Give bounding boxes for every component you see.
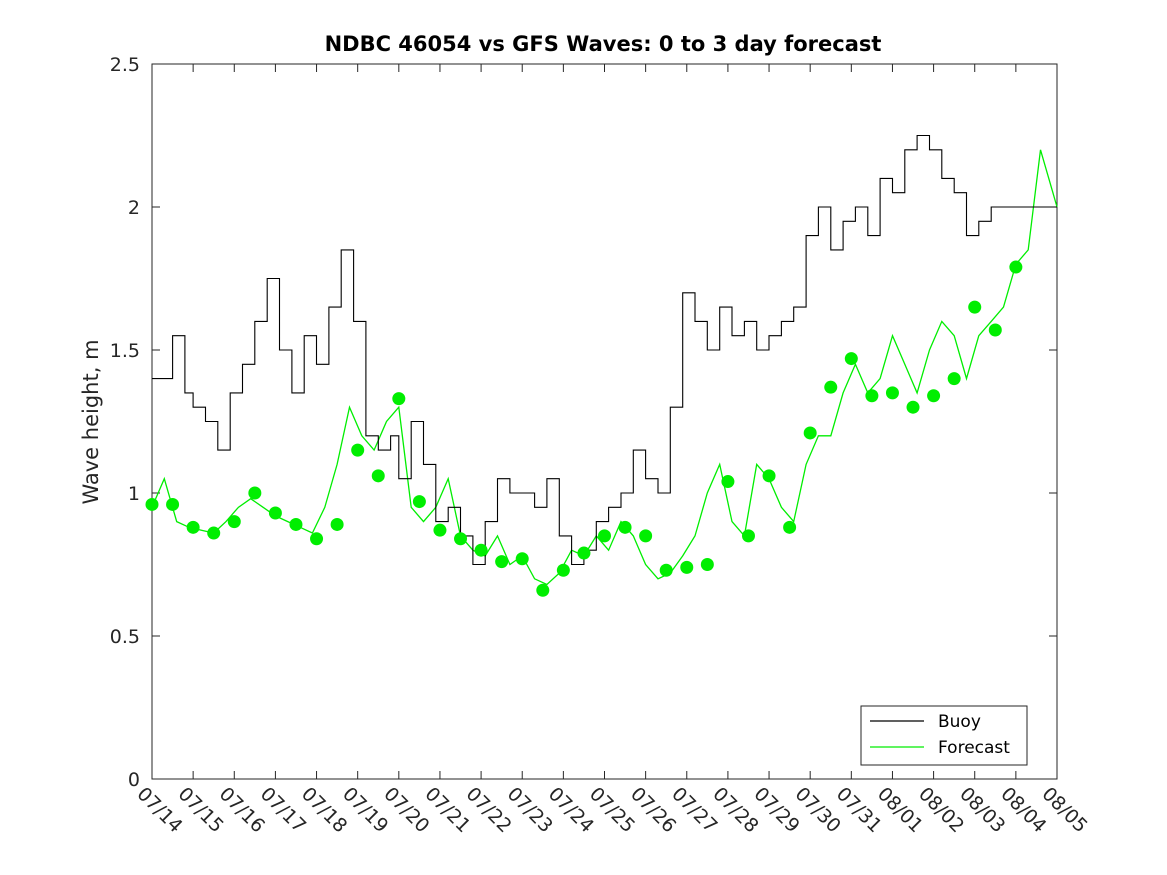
- forecast-marker-point: [268, 506, 282, 520]
- forecast-marker-point: [598, 529, 611, 543]
- x-tick-label: 08/03: [955, 783, 1009, 837]
- x-tick-label: 07/21: [420, 783, 474, 837]
- x-tick-label: 07/14: [132, 783, 186, 837]
- forecast-marker-point: [639, 529, 653, 543]
- legend-buoy-label: Buoy: [938, 712, 981, 732]
- forecast-marker-point: [186, 520, 200, 534]
- buoy-series-line: [152, 134, 1057, 566]
- x-tick-label: 07/28: [708, 783, 762, 837]
- x-tick-label: 07/19: [338, 783, 392, 837]
- forecast-marker-point: [1009, 260, 1023, 274]
- x-tick-label: 08/04: [996, 783, 1050, 837]
- forecast-marker-point: [556, 563, 570, 577]
- x-tick-label: 07/16: [215, 783, 269, 837]
- x-tick-label: 07/30: [791, 783, 845, 837]
- x-tick-label: 08/05: [1037, 783, 1091, 837]
- forecast-marker-point: [680, 560, 694, 574]
- forecast-marker-point: [844, 352, 858, 366]
- forecast-marker-point: [577, 546, 591, 560]
- x-tick-label: 08/02: [914, 783, 968, 837]
- forecast-series-line: [151, 149, 1058, 586]
- forecast-marker-point: [515, 552, 529, 566]
- forecast-marker-point: [495, 555, 509, 569]
- plot-area-frame: [151, 63, 1058, 780]
- x-tick-label: 07/25: [585, 783, 639, 837]
- forecast-marker-point: [227, 515, 241, 529]
- forecast-marker-point: [721, 475, 735, 489]
- forecast-marker-point: [988, 323, 1002, 337]
- y-tick-label: 1: [128, 483, 140, 505]
- forecast-marker-point: [968, 300, 982, 314]
- forecast-marker-point: [371, 469, 385, 483]
- forecast-marker-point: [947, 372, 961, 386]
- x-tick-label: 07/26: [626, 783, 680, 837]
- forecast-marker-point: [865, 389, 879, 403]
- x-tick-label: 07/24: [544, 783, 598, 837]
- x-tick-label: 07/22: [462, 783, 516, 837]
- forecast-marker-point: [700, 558, 714, 571]
- y-tick-label: 0: [128, 769, 140, 791]
- forecast-marker-point: [885, 386, 899, 400]
- y-axis-label: Wave height, m: [79, 339, 103, 504]
- forecast-marker-point: [145, 497, 159, 511]
- x-tick-label: 07/29: [750, 783, 804, 837]
- forecast-marker-point: [741, 529, 755, 543]
- forecast-marker-point: [351, 443, 365, 457]
- y-tick-label: 2.5: [110, 54, 140, 76]
- forecast-marker-point: [659, 563, 673, 577]
- forecast-marker-point: [207, 526, 221, 540]
- forecast-marker-point: [906, 400, 920, 414]
- x-tick-label: 07/18: [297, 783, 351, 837]
- x-tick-label: 08/01: [873, 783, 927, 837]
- forecast-marker-point: [166, 497, 180, 511]
- forecast-marker-point: [330, 517, 344, 531]
- legend-forecast-label: Forecast: [938, 738, 1010, 758]
- forecast-marker-point: [474, 543, 488, 557]
- forecast-marker-point: [824, 380, 838, 394]
- forecast-marker-point: [392, 392, 406, 406]
- x-tick-label: 07/23: [503, 783, 557, 837]
- x-tick-label: 07/31: [832, 783, 886, 837]
- forecast-marker-point: [454, 532, 468, 546]
- forecast-marker-point: [248, 486, 262, 500]
- forecast-marker-point: [433, 523, 447, 537]
- forecast-marker-point: [412, 495, 426, 509]
- forecast-marker-point: [762, 469, 776, 483]
- forecast-marker-point: [289, 517, 303, 531]
- x-tick-label: 07/17: [256, 783, 310, 837]
- forecast-marker-point: [927, 389, 941, 403]
- y-tick-label: 0.5: [110, 626, 140, 648]
- forecast-marker-point: [783, 520, 797, 534]
- x-tick-label: 07/20: [379, 783, 433, 837]
- legend-box: [860, 705, 1028, 766]
- x-tick-label: 07/15: [174, 783, 228, 837]
- y-tick-label: 2: [128, 197, 140, 219]
- chart-title: NDBC 46054 vs GFS Waves: 0 to 3 day fore…: [325, 32, 882, 56]
- forecast-marker-point: [618, 520, 632, 534]
- forecast-marker-point: [803, 426, 817, 440]
- x-tick-label: 07/27: [667, 783, 721, 837]
- forecast-marker-point: [536, 583, 550, 597]
- forecast-marker-point: [310, 532, 324, 546]
- y-tick-label: 1.5: [110, 340, 140, 362]
